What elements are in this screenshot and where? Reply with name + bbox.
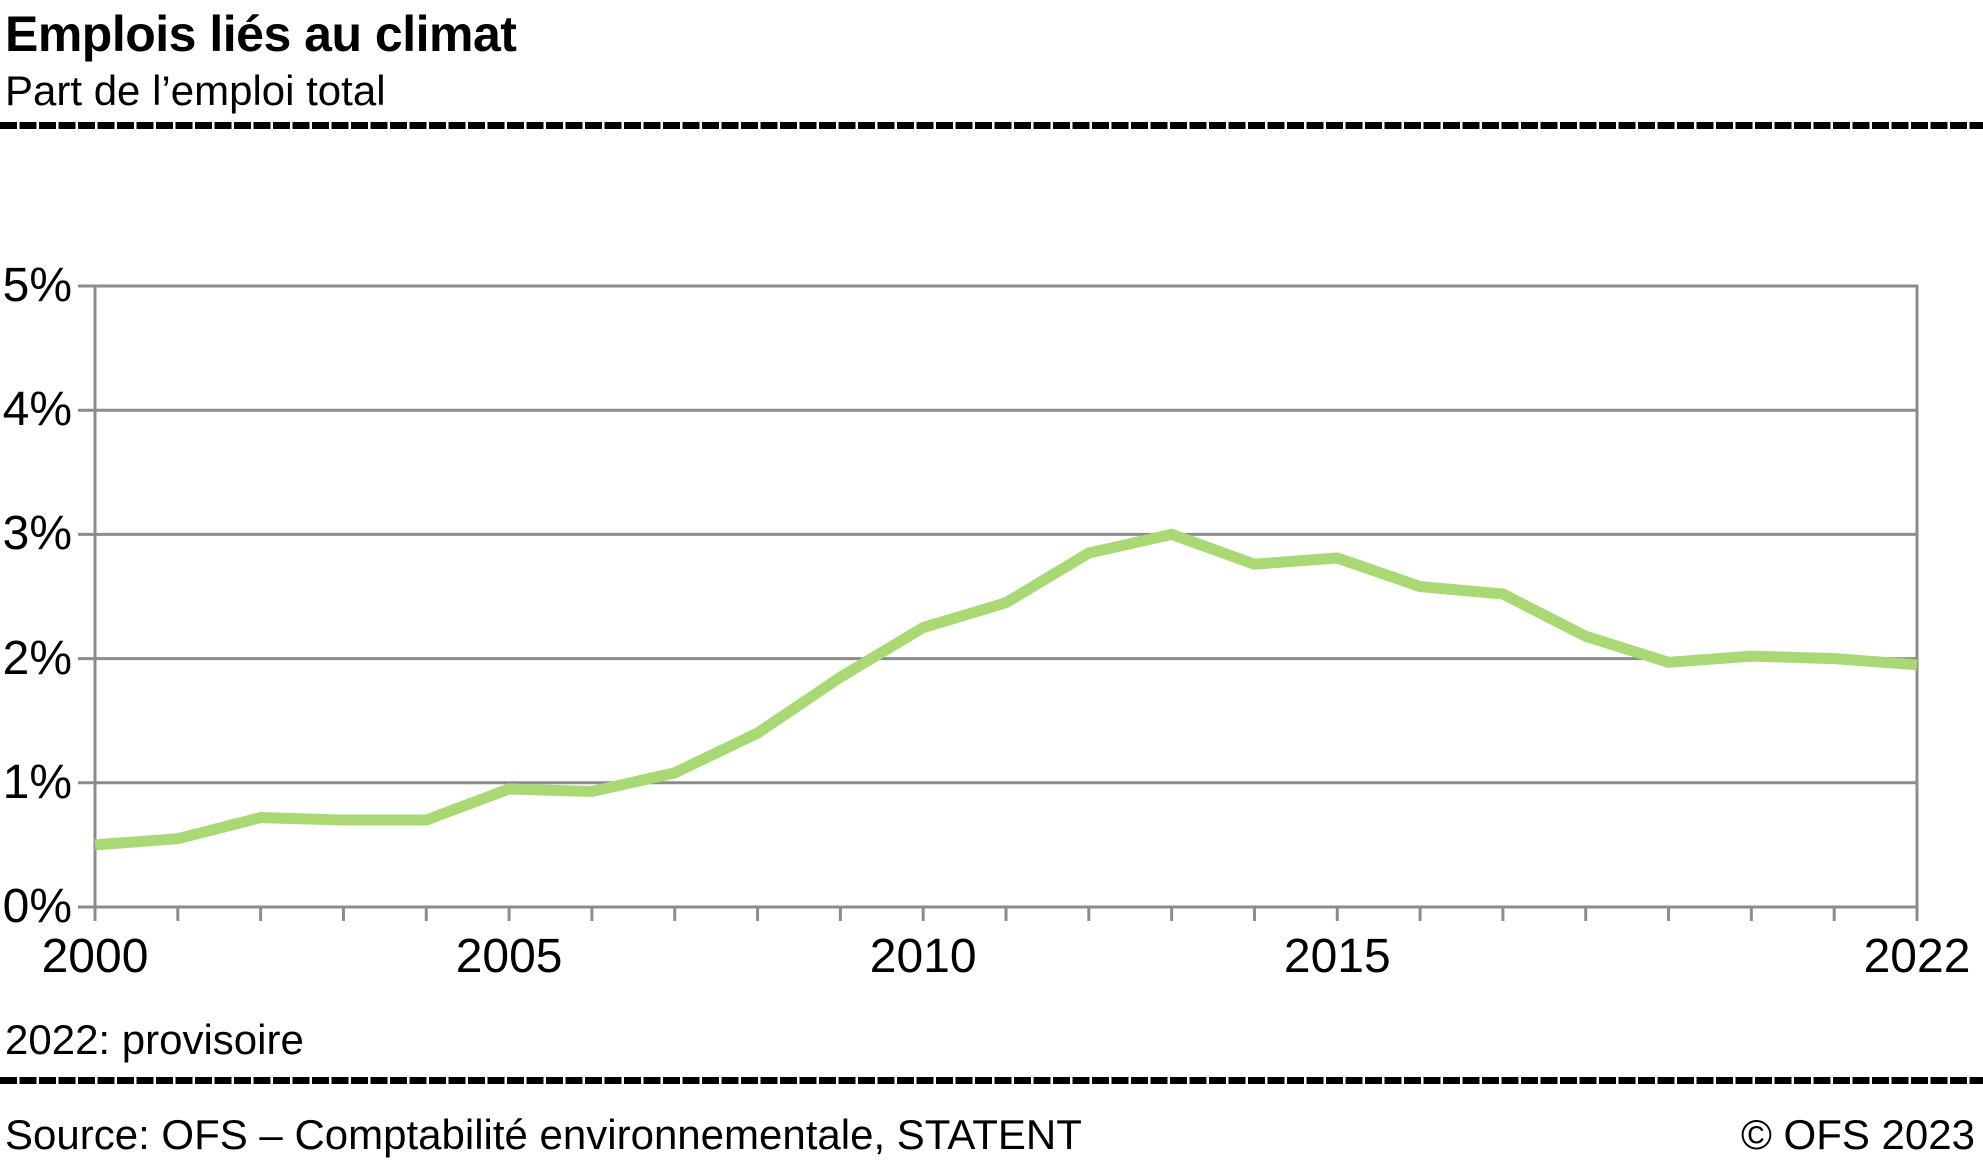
- header-divider: [0, 122, 1983, 129]
- source-text: Source: OFS – Comptabilité environnement…: [5, 1111, 1082, 1158]
- footer-divider: [0, 1077, 1983, 1084]
- y-tick-label: 5%: [2, 259, 72, 312]
- y-tick-label: 3%: [2, 507, 72, 561]
- y-tick-label: 2%: [2, 631, 72, 685]
- data-line: [94, 528, 1918, 851]
- copyright-text: © OFS 2023: [1740, 1111, 1975, 1158]
- x-tick-label: 2022: [1863, 930, 1971, 983]
- y-tick-label: 0%: [2, 880, 72, 933]
- x-tick-label: 2005: [455, 930, 563, 983]
- x-tick-label: 2010: [869, 930, 977, 983]
- y-tick-label: 4%: [2, 383, 72, 437]
- chart-footnote: 2022: provisoire: [5, 1016, 304, 1063]
- page-subtitle: Part de l’emploi total: [5, 67, 386, 114]
- x-tick-label: 2015: [1283, 930, 1391, 983]
- x-tick-label: 2000: [41, 930, 149, 983]
- page-title: Emplois liés au climat: [5, 6, 517, 62]
- y-tick-label: 1%: [2, 755, 72, 809]
